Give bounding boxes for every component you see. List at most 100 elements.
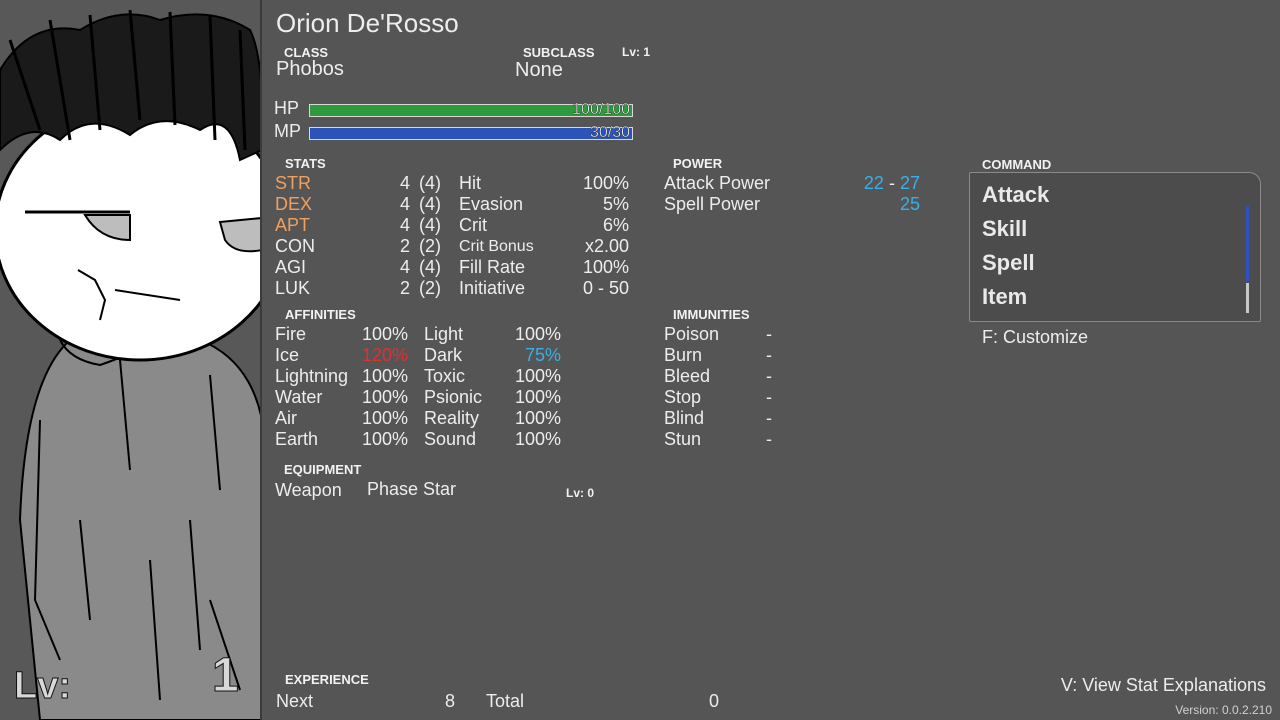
- stat-name: APT: [275, 215, 311, 235]
- hp-value: 100/100: [572, 101, 630, 118]
- immunity-value: -: [766, 429, 772, 449]
- mp-bar: 30/30: [309, 124, 633, 141]
- affinity-name: Toxic: [424, 366, 466, 386]
- stats-header: STATS: [285, 156, 326, 171]
- derived-stat-name: Crit Bonus: [459, 238, 534, 255]
- subclass-label: SUBCLASS: [523, 45, 595, 60]
- command-menu: Attack Skill Spell Item: [969, 172, 1261, 322]
- immunity-value: -: [766, 408, 772, 428]
- equipment-weapon-level: Lv: 0: [566, 486, 595, 500]
- mp-label: MP: [274, 121, 301, 141]
- affinity-value: 100%: [362, 429, 409, 449]
- attack-power-value: 22 - 27: [820, 173, 920, 194]
- stat-base-value: (2): [419, 278, 441, 298]
- affinity-name: Sound: [424, 429, 477, 449]
- attack-power-label: Attack Power: [664, 173, 771, 193]
- command-skill[interactable]: Skill: [982, 216, 1028, 241]
- stat-base-value: (4): [419, 173, 441, 193]
- immunity-value: -: [766, 324, 772, 344]
- hp-bar-fill: [310, 105, 632, 116]
- affinity-value: 100%: [514, 366, 561, 386]
- subclass-value: None: [515, 59, 563, 81]
- derived-stat-name: Fill Rate: [459, 257, 526, 277]
- subclass-level: Lv: 1: [622, 45, 651, 59]
- spell-power-label: Spell Power: [664, 194, 761, 214]
- affinity-name: Lightning: [275, 366, 349, 386]
- derived-stat-value: 100%: [582, 257, 629, 277]
- stat-name: LUK: [275, 278, 311, 298]
- hp-label: HP: [274, 98, 300, 118]
- command-scrollbar-track[interactable]: [1246, 283, 1249, 313]
- exp-total-value: 0: [708, 691, 719, 711]
- immunity-name: Burn: [664, 345, 703, 365]
- immunity-value: -: [766, 345, 772, 365]
- affinity-name: Water: [275, 387, 323, 407]
- affinities-header: AFFINITIES: [285, 307, 356, 322]
- affinity-value: 100%: [514, 429, 561, 449]
- immunity-name: Blind: [664, 408, 705, 428]
- immunity-name: Stop: [664, 387, 702, 407]
- stat-value: 2: [399, 236, 410, 256]
- stat-value: 4: [399, 194, 410, 214]
- class-label: CLASS: [284, 45, 329, 60]
- affinity-value: 100%: [514, 408, 561, 428]
- affinity-value: 100%: [362, 408, 409, 428]
- exp-total-label: Total: [486, 691, 525, 711]
- stat-name: AGI: [275, 257, 307, 277]
- affinity-name: Psionic: [424, 387, 483, 407]
- derived-stat-value: 6%: [602, 215, 629, 235]
- immunity-name: Bleed: [664, 366, 711, 386]
- derived-stat-name: Initiative: [459, 278, 526, 298]
- affinity-name: Earth: [275, 429, 319, 449]
- immunities-header: IMMUNITIES: [673, 307, 750, 322]
- attack-power-min: 22: [863, 173, 884, 193]
- command-spell[interactable]: Spell: [982, 250, 1035, 275]
- affinity-value: 100%: [514, 324, 561, 344]
- experience-header: EXPERIENCE: [285, 672, 369, 687]
- stat-base-value: (4): [419, 194, 441, 214]
- affinity-value: 100%: [514, 387, 561, 407]
- stat-base-value: (4): [419, 215, 441, 235]
- character-name: Orion De'Rosso: [276, 8, 459, 38]
- exp-next-value: 8: [444, 691, 455, 711]
- portrait-level-value: 1: [212, 649, 240, 703]
- affinity-name: Dark: [424, 345, 463, 365]
- derived-stat-name: Evasion: [459, 194, 524, 214]
- attack-power-separator: -: [888, 173, 895, 193]
- stat-value: 4: [399, 215, 410, 235]
- stat-value: 2: [399, 278, 410, 298]
- equipment-weapon-name[interactable]: Phase Star: [367, 479, 457, 499]
- stat-value: 4: [399, 257, 410, 277]
- derived-stat-value: x2.00: [584, 236, 629, 256]
- derived-stat-name: Crit: [459, 215, 487, 235]
- command-scrollbar-thumb[interactable]: [1246, 205, 1249, 281]
- affinity-value: 100%: [362, 366, 409, 386]
- hp-bar: 100/100: [309, 101, 633, 118]
- affinity-value: 100%: [362, 387, 409, 407]
- customize-hint[interactable]: F: Customize: [982, 327, 1089, 347]
- equipment-slot-weapon[interactable]: Weapon: [275, 480, 342, 500]
- derived-stat-value: 100%: [582, 173, 629, 193]
- derived-stat-value: 5%: [602, 194, 629, 214]
- affinity-value: 120%: [362, 345, 409, 365]
- command-attack[interactable]: Attack: [982, 182, 1050, 207]
- affinity-value: 75%: [524, 345, 561, 365]
- command-header: COMMAND: [982, 157, 1052, 172]
- view-stat-explanations-hint[interactable]: V: View Stat Explanations: [1060, 675, 1266, 695]
- version-label: Version: 0.0.2.210: [1175, 703, 1272, 717]
- portrait-drawing: [0, 0, 260, 720]
- command-item[interactable]: Item: [982, 284, 1028, 309]
- stat-name: STR: [275, 173, 311, 193]
- derived-stat-value: 0 - 50: [582, 278, 629, 298]
- affinity-name: Light: [424, 324, 464, 344]
- immunity-name: Poison: [664, 324, 720, 344]
- affinity-value: 100%: [362, 324, 409, 344]
- immunity-name: Stun: [664, 429, 702, 449]
- power-header: POWER: [673, 156, 723, 171]
- class-value: Phobos: [276, 58, 344, 80]
- attack-power-max: 27: [899, 173, 920, 193]
- stat-name: CON: [275, 236, 315, 256]
- stat-value: 4: [399, 173, 410, 193]
- exp-next-label: Next: [276, 691, 314, 711]
- stat-name: DEX: [275, 194, 313, 214]
